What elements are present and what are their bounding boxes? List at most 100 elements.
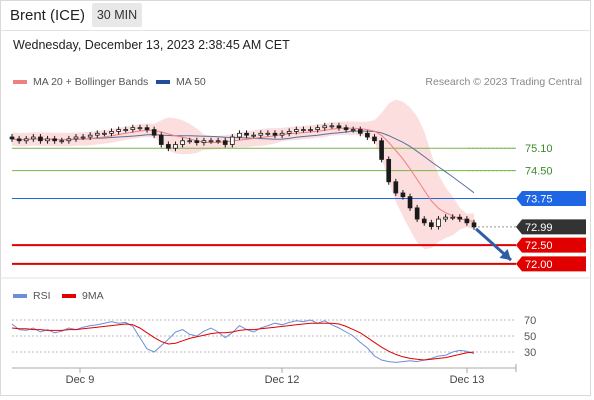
candle-body bbox=[315, 127, 320, 130]
candle-body bbox=[230, 136, 235, 145]
level-tag-bg bbox=[516, 191, 586, 207]
candle-body bbox=[9, 136, 15, 140]
level-tag-label: 73.75 bbox=[525, 194, 553, 206]
candle-body bbox=[187, 140, 193, 143]
rsi-series-9MA bbox=[11, 322, 475, 361]
legend-ma50-label: MA 50 bbox=[176, 76, 206, 88]
candle-body bbox=[407, 196, 413, 209]
candle-body bbox=[23, 138, 29, 142]
candle-body bbox=[166, 144, 171, 149]
level-tag-label: 74.50 bbox=[525, 166, 553, 178]
candle-body bbox=[102, 132, 107, 135]
candle-body bbox=[94, 132, 100, 136]
candle-body bbox=[450, 216, 456, 219]
candle-body bbox=[421, 218, 427, 224]
legend-ma20: MA 20 + Bollinger Bands bbox=[13, 76, 148, 88]
candle-body bbox=[272, 132, 278, 136]
candle-body bbox=[194, 140, 200, 144]
candle-body bbox=[343, 127, 349, 130]
candle-body bbox=[414, 207, 420, 220]
candle-body bbox=[293, 129, 299, 132]
candle-body bbox=[372, 136, 377, 142]
level-tag-bg bbox=[516, 237, 586, 253]
legend-9ma-label: 9MA bbox=[82, 290, 104, 302]
candle-body bbox=[322, 125, 328, 129]
rsi-tick-30: 30 bbox=[524, 347, 536, 359]
level-tag-74.50: 74.50 bbox=[525, 166, 553, 178]
candle-body bbox=[244, 132, 249, 136]
candle-body bbox=[144, 127, 150, 130]
candle-body bbox=[109, 131, 114, 134]
candle-body bbox=[30, 136, 36, 140]
rsi-series-RSI bbox=[11, 319, 475, 363]
chart-datetime: Wednesday, December 13, 2023 2:38:45 AM … bbox=[13, 38, 290, 52]
level-tag-bg bbox=[516, 219, 586, 235]
legend-ma20-label: MA 20 + Bollinger Bands bbox=[33, 76, 149, 88]
candle-body bbox=[123, 129, 129, 131]
candle-body bbox=[222, 140, 228, 145]
legend-rsi-label: RSI bbox=[33, 290, 51, 302]
candle-body bbox=[464, 218, 470, 224]
candle-body bbox=[66, 138, 72, 142]
candle-body bbox=[173, 144, 178, 149]
legend-ma20-swatch bbox=[13, 80, 27, 84]
instrument-title: Brent (ICE) bbox=[10, 7, 86, 24]
candle-body bbox=[258, 132, 264, 136]
bollinger-band bbox=[12, 99, 474, 249]
legend-9ma-swatch bbox=[62, 294, 76, 298]
candle-body bbox=[208, 140, 214, 143]
candle-body bbox=[151, 129, 157, 136]
candle-body bbox=[286, 131, 292, 134]
candle-body bbox=[436, 218, 441, 227]
candle-body bbox=[158, 134, 164, 145]
research-credit: Research © 2023 Trading Central bbox=[425, 76, 582, 88]
header-divider bbox=[0, 30, 591, 31]
legend-ma50-swatch bbox=[156, 80, 170, 84]
candle-body bbox=[201, 140, 207, 144]
candle-body bbox=[400, 192, 406, 198]
chart-header: Brent (ICE) 30 MIN bbox=[0, 0, 591, 30]
candle-body bbox=[429, 222, 434, 227]
candle-body bbox=[443, 216, 448, 220]
level-tag-75.10: 75.10 bbox=[525, 143, 553, 155]
candle-body bbox=[52, 138, 57, 142]
candle-body bbox=[308, 129, 313, 131]
candle-body bbox=[180, 140, 185, 145]
candle-body bbox=[251, 134, 256, 137]
candle-body bbox=[279, 132, 285, 136]
level-tag-bg bbox=[516, 256, 586, 272]
candle-body bbox=[393, 181, 399, 194]
candle-body bbox=[116, 129, 121, 132]
candle-body bbox=[59, 140, 65, 143]
level-tag-73.75: 73.75 bbox=[516, 191, 586, 207]
candle-body bbox=[386, 158, 392, 183]
ma20-line bbox=[11, 127, 475, 222]
candle-body bbox=[130, 127, 136, 130]
candle-body bbox=[350, 129, 356, 131]
forecast-arrow-head bbox=[499, 248, 511, 261]
candle-body bbox=[45, 138, 50, 142]
legend-9ma: 9MA bbox=[62, 290, 104, 302]
level-tag-label: 72.00 bbox=[525, 259, 553, 271]
candle-body bbox=[471, 222, 477, 228]
candle-body bbox=[457, 216, 463, 220]
level-tag-label: 75.10 bbox=[525, 143, 553, 155]
legend-ma50: MA 50 bbox=[156, 76, 206, 88]
candle-body bbox=[265, 132, 271, 135]
candle-body bbox=[237, 132, 242, 138]
timeframe-button[interactable]: 30 MIN bbox=[92, 3, 142, 27]
legend-rsi-swatch bbox=[13, 294, 27, 298]
x-tick-label: Dec 9 bbox=[66, 374, 95, 386]
level-tag-72.99: 72.99 bbox=[516, 219, 586, 235]
candle-body bbox=[379, 140, 384, 160]
candle-body bbox=[38, 136, 43, 142]
level-tag-label: 72.99 bbox=[525, 222, 553, 234]
rsi-tick-50: 50 bbox=[524, 331, 536, 343]
level-tag-label: 72.50 bbox=[525, 240, 553, 252]
rsi-tick-70: 70 bbox=[524, 315, 536, 327]
candle-body bbox=[336, 125, 342, 129]
x-tick-label: Dec 12 bbox=[265, 374, 300, 386]
candle-body bbox=[301, 129, 306, 131]
